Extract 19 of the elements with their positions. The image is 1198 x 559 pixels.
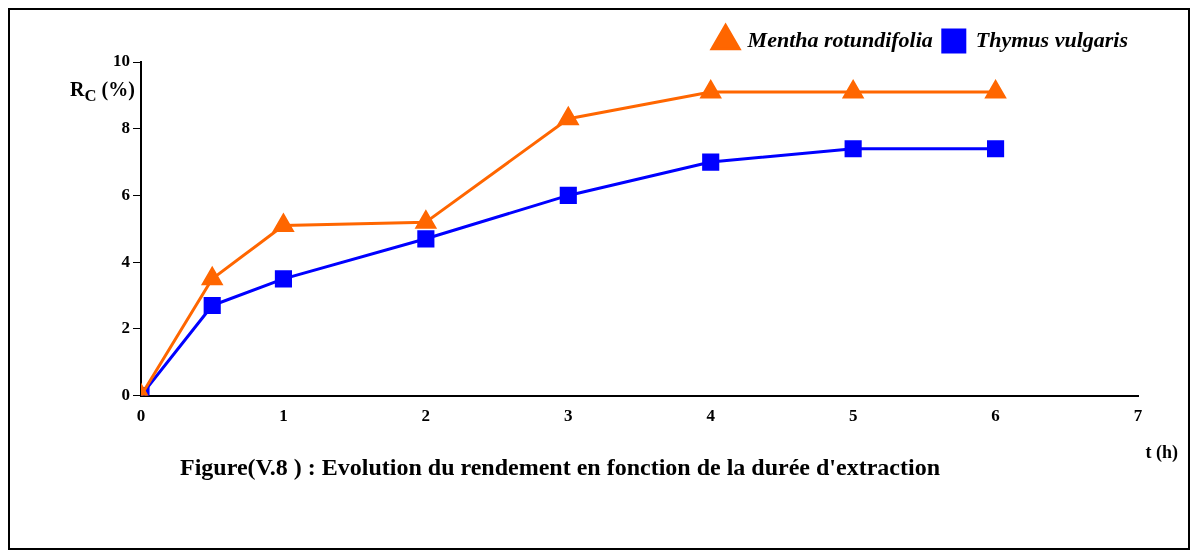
legend-label: Thymus vulgaris: [975, 26, 1129, 52]
legend-label: Mentha rotundifolia: [746, 26, 933, 52]
x-tick-label: 7: [1133, 406, 1143, 426]
x-tick-label: 6: [991, 406, 1000, 426]
y-tick-label: 10: [113, 51, 130, 71]
y-tick-label: 2: [121, 318, 130, 338]
x-tick-label: 4: [706, 406, 716, 426]
x-tick-label: 0: [136, 406, 146, 426]
x-tick-label: 1: [279, 406, 288, 426]
y-tick-label: 4: [121, 251, 131, 271]
y-axis-title: R$_{C}$ (%): [70, 78, 135, 106]
x-tick-label: 3: [564, 406, 573, 426]
x-axis-title: t (h): [1145, 442, 1178, 463]
x-tick-label: 5: [848, 406, 858, 426]
text: Figure(V.8 ) : Evolution du rendement en fonction de la durée d'extraction: [179, 453, 941, 482]
y-tick-label: 8: [121, 118, 130, 138]
x-tick-label: 2: [421, 406, 431, 426]
y-tick-label: 6: [121, 184, 130, 204]
y-tick-label: 0: [121, 384, 130, 404]
